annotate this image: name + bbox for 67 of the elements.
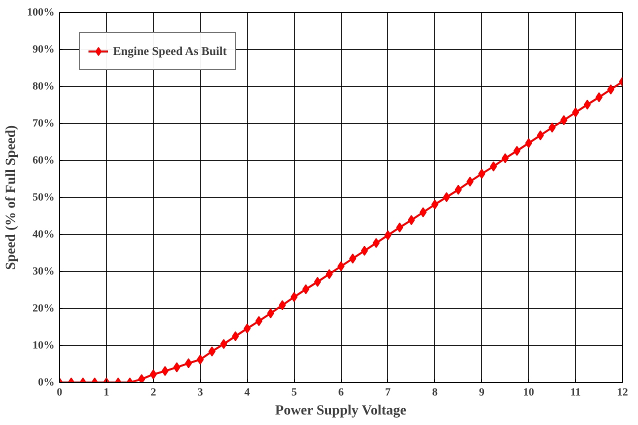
point <box>196 354 204 365</box>
point <box>278 300 286 310</box>
x-tick-label: 3 <box>198 386 204 398</box>
y-tick-label: 80% <box>32 80 54 92</box>
x-tick-label: 11 <box>570 386 581 398</box>
point <box>502 153 509 164</box>
point <box>185 358 192 368</box>
x-tick-label: 10 <box>523 386 535 398</box>
point <box>232 331 239 342</box>
x-axis-title: Power Supply Voltage <box>275 404 406 418</box>
y-tick-label: 40% <box>32 228 54 240</box>
x-tick-label: 4 <box>244 386 250 398</box>
point <box>478 168 486 179</box>
x-tick-label: 7 <box>385 386 392 398</box>
point <box>326 269 333 280</box>
point <box>302 284 310 294</box>
x-tick-label: 8 <box>432 386 438 398</box>
point <box>584 100 591 110</box>
point <box>208 346 216 356</box>
point <box>513 146 520 156</box>
point <box>525 138 532 148</box>
x-tick-label: 5 <box>291 386 298 398</box>
y-tick-label: 30% <box>32 266 54 278</box>
y-tick-label: 20% <box>32 302 54 314</box>
point <box>150 369 157 380</box>
point <box>384 230 392 240</box>
x-tick-label: 2 <box>150 386 157 398</box>
point <box>490 161 497 172</box>
point <box>596 92 603 102</box>
y-tick-label: 60% <box>32 154 54 166</box>
point <box>220 339 228 350</box>
point <box>244 323 251 334</box>
y-tick-label: 100% <box>27 6 54 18</box>
point <box>536 130 544 140</box>
legend-label: Engine Speed As Built <box>113 44 227 58</box>
y-tick-label: 0% <box>38 376 54 388</box>
point <box>408 215 415 226</box>
point <box>360 246 368 256</box>
point <box>349 254 356 264</box>
y-tick-label: 50% <box>32 192 54 204</box>
point <box>396 222 404 232</box>
point <box>572 107 580 118</box>
point <box>372 238 380 248</box>
point <box>267 308 274 318</box>
point <box>431 200 438 210</box>
x-tick-label: 0 <box>56 386 63 398</box>
y-tick-label: 90% <box>32 44 54 56</box>
point <box>162 366 169 376</box>
y-tick-label: 10% <box>32 340 54 352</box>
point <box>443 192 450 202</box>
point <box>290 292 298 302</box>
x-tick-label: 9 <box>479 386 485 398</box>
point <box>255 316 262 326</box>
point <box>548 122 556 133</box>
point <box>466 176 474 187</box>
x-tick-label: 6 <box>338 386 344 398</box>
y-axis-title: Speed (% of Full Speed) <box>4 124 19 270</box>
point <box>138 374 146 382</box>
x-tick-label: 1 <box>104 386 110 398</box>
point <box>607 84 614 94</box>
point <box>560 115 568 126</box>
x-tick-label: 12 <box>617 386 628 398</box>
y-tick-label: 70% <box>32 118 54 130</box>
point <box>173 362 180 372</box>
point <box>314 276 322 287</box>
point <box>420 207 427 218</box>
point <box>454 184 462 195</box>
